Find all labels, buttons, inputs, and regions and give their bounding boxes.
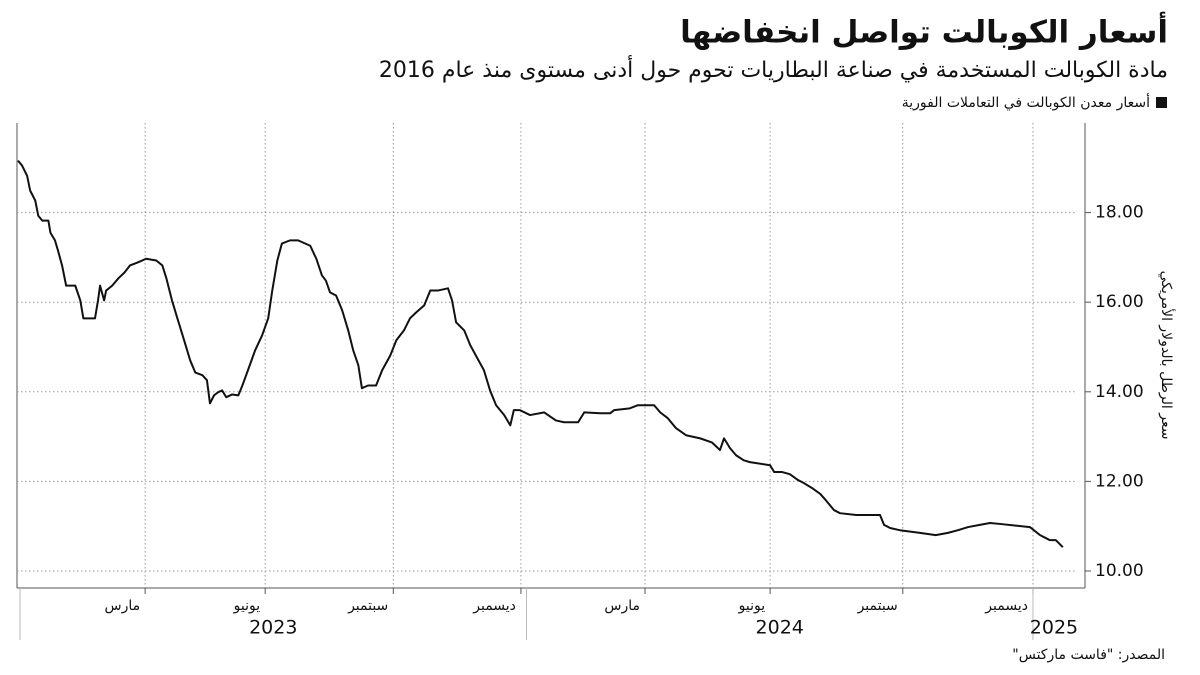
chart-subtitle: مادة الكوبالت المستخدمة في صناعة البطاري… bbox=[379, 55, 1168, 83]
chart-title: أسعار الكوبالت تواصل انخفاضها bbox=[680, 12, 1168, 51]
y-tick-label: 12.00 bbox=[1095, 471, 1144, 491]
x-tick-label: سبتمبر bbox=[347, 598, 388, 614]
legend-label: أسعار معدن الكوبالت في التعاملات الفورية bbox=[902, 93, 1150, 111]
source: المصدر: "فاست ماركتس" bbox=[1012, 647, 1165, 663]
year-label: 2025 bbox=[1030, 617, 1078, 639]
y-tick-label: 16.00 bbox=[1095, 292, 1144, 312]
line-series bbox=[17, 159, 1064, 548]
x-tick-label: ديسمبر bbox=[984, 598, 1028, 614]
x-tick-label: ديسمبر bbox=[472, 598, 516, 614]
year-label: 2023 bbox=[249, 617, 297, 639]
y-tick-label: 14.00 bbox=[1095, 382, 1144, 402]
x-tick-label: يونيو bbox=[738, 598, 766, 614]
x-tick-label: يونيو bbox=[233, 598, 261, 614]
legend-swatch bbox=[1156, 97, 1167, 108]
x-tick-label: مارس bbox=[604, 598, 640, 614]
x-tick-label: مارس bbox=[105, 598, 141, 614]
y-tick-label: 10.00 bbox=[1095, 561, 1144, 581]
y-tick-label: 18.00 bbox=[1095, 203, 1144, 223]
y-axis-label: سعر الرطل بالدولار الأمريكي bbox=[1158, 271, 1176, 440]
x-tick-label: سبتمبر bbox=[857, 598, 898, 614]
year-label: 2024 bbox=[756, 617, 804, 639]
